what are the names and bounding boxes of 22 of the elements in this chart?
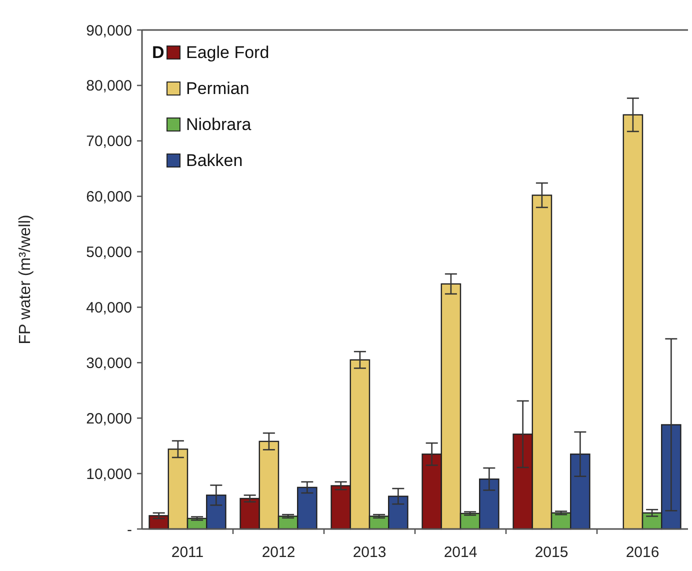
y-tick-label: 10,000 [86, 466, 132, 483]
y-tick-label: 50,000 [86, 244, 132, 262]
y-tick-label: 80,000 [86, 78, 132, 95]
y-tick-label: 30,000 [86, 354, 132, 372]
y-tick-label: 40,000 [86, 299, 132, 316]
legend-label: Niobrara [186, 114, 252, 134]
x-tick-label: 2013 [352, 544, 386, 561]
x-tick-label: 2011 [171, 544, 204, 561]
x-tick-label: 2016 [626, 544, 660, 561]
x-tick-label: 2014 [444, 544, 478, 561]
y-tick-label: - [127, 521, 132, 538]
y-tick-label: 60,000 [86, 188, 132, 206]
legend-label: Bakken [186, 150, 243, 170]
y-tick-label: 90,000 [86, 22, 132, 40]
x-tick-label: 2015 [534, 544, 568, 561]
y-axis-title: FP water (m³/well) [17, 214, 34, 344]
annotation: D [152, 43, 164, 62]
legend-label: Eagle Ford [186, 42, 270, 62]
x-tick-label: 2012 [262, 544, 296, 561]
y-tick-label: 20,000 [86, 410, 132, 428]
y-tick-label: 70,000 [86, 133, 132, 150]
legend-label: Permian [186, 78, 250, 98]
